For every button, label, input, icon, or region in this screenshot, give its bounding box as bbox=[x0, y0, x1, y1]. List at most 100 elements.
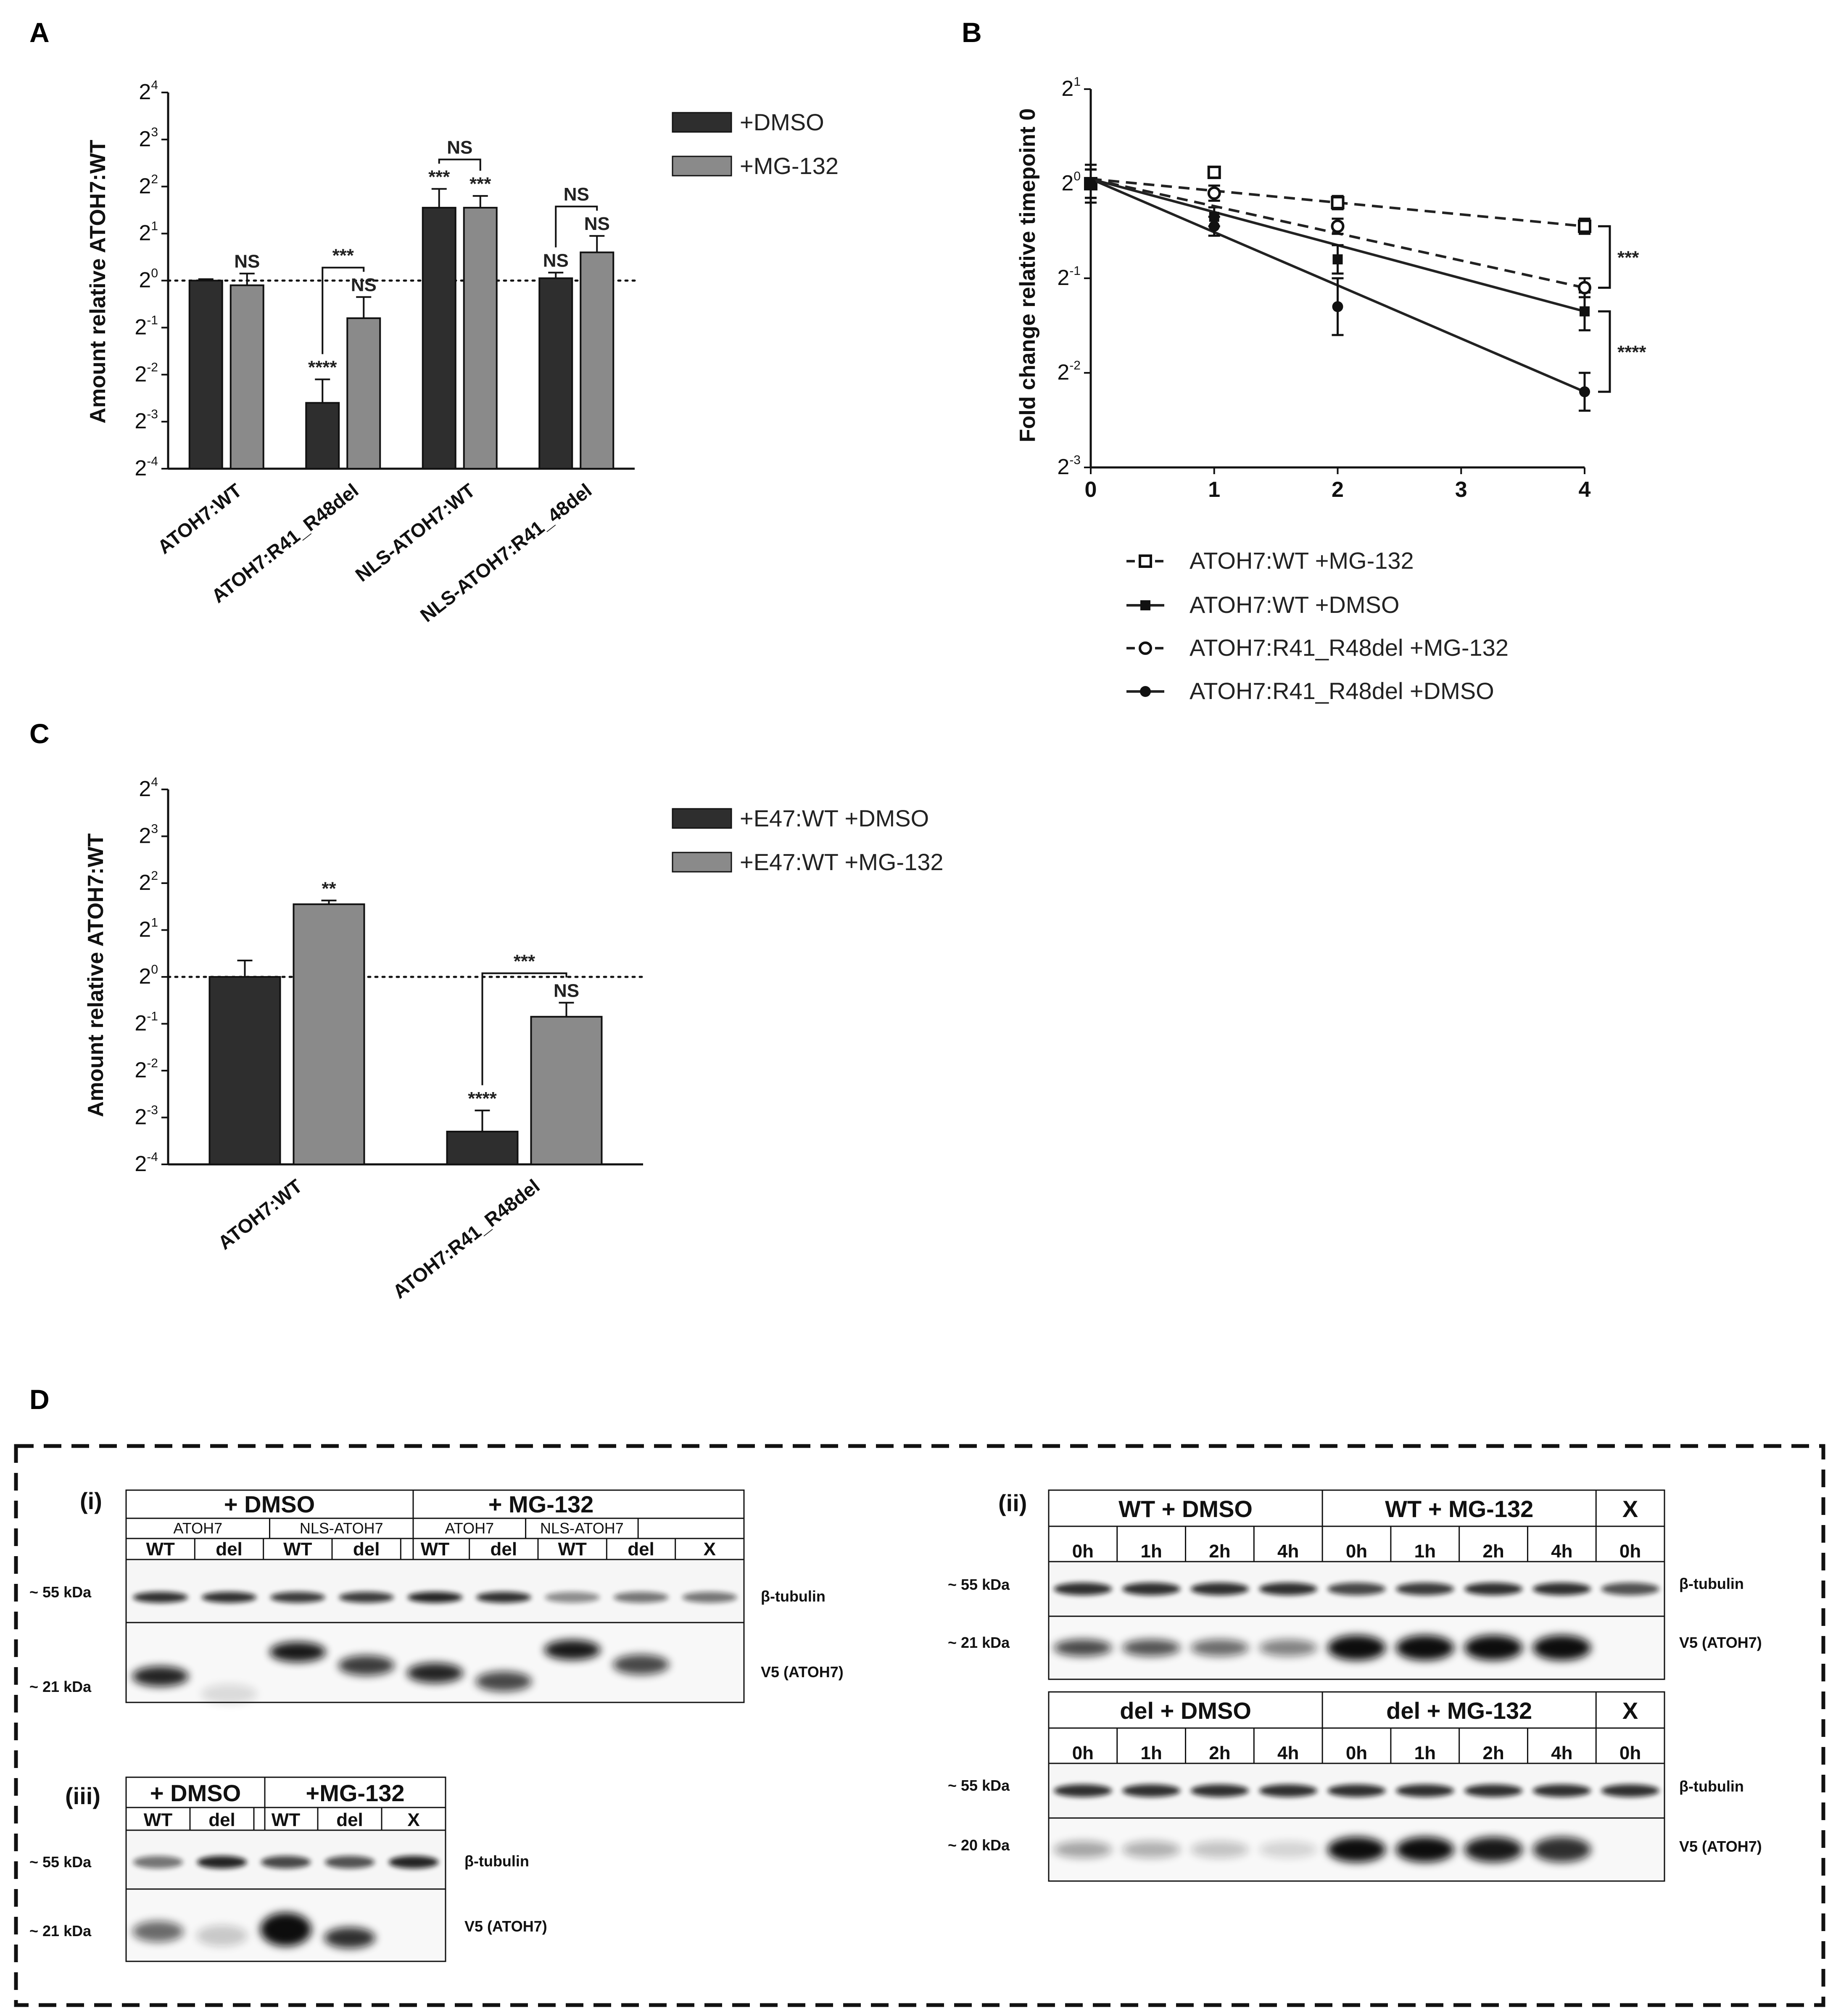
blot-ii-bottom-lane: 0h bbox=[1619, 1743, 1641, 1763]
blot-ii-top-group: WT + DMSO bbox=[1118, 1496, 1253, 1522]
blot-iii: (iii) + DMSO +MG-132 WT del WT del X ~ 55 kD… bbox=[29, 1776, 547, 1962]
blot-ii-bottom-group: X bbox=[1622, 1697, 1638, 1724]
significance-label: ** bbox=[322, 878, 336, 899]
marker-open-square bbox=[1207, 166, 1221, 179]
blot-ii-bottom-lane: 2h bbox=[1209, 1743, 1230, 1763]
blot-band bbox=[132, 1921, 184, 1942]
marker-open-square bbox=[1139, 554, 1152, 568]
blot-i-lane: WT bbox=[283, 1539, 312, 1559]
significance-bracket bbox=[322, 267, 365, 354]
blot-ii-top-lane: 0h bbox=[1619, 1541, 1641, 1562]
blot-i-lane: del bbox=[491, 1539, 517, 1559]
blot-band bbox=[1327, 1837, 1386, 1862]
blot-band bbox=[545, 1592, 600, 1603]
bar bbox=[530, 1016, 603, 1165]
blot-iii-ab-v5: V5 (ATOH7) bbox=[464, 1918, 547, 1935]
blot-ii-top-lane: 1h bbox=[1140, 1541, 1162, 1562]
bar bbox=[208, 976, 281, 1165]
blot-iii-lane: del bbox=[336, 1810, 363, 1830]
blot-i-subgroup: NLS-ATOH7 bbox=[540, 1520, 624, 1537]
blot-i-subgroup: ATOH7 bbox=[445, 1520, 494, 1537]
blot-band bbox=[682, 1592, 737, 1603]
blot-band bbox=[133, 1592, 188, 1603]
blot-band bbox=[196, 1925, 248, 1946]
blot-ii-top-lane: 4h bbox=[1551, 1541, 1572, 1562]
blot-ii-top-lane: 2h bbox=[1209, 1541, 1230, 1562]
y-tick-label: 2-4 bbox=[135, 1150, 158, 1176]
y-tick-label: 21 bbox=[139, 219, 158, 245]
blot-band bbox=[1464, 1635, 1523, 1660]
y-tick-label: 2-2 bbox=[1057, 359, 1081, 385]
significance-label: **** bbox=[468, 1088, 497, 1109]
legend-label-dmso: +DMSO bbox=[740, 109, 824, 135]
bar bbox=[463, 207, 498, 470]
blot-band bbox=[1054, 1784, 1112, 1797]
marker-open-square bbox=[1331, 196, 1345, 209]
blot-i-label: (i) bbox=[80, 1488, 102, 1514]
blot-iii-size-21: ~ 21 kDa bbox=[29, 1922, 92, 1939]
blot-i-lane: WT bbox=[146, 1539, 175, 1559]
y-tick-label: 2-2 bbox=[135, 360, 158, 386]
blot-band bbox=[544, 1640, 601, 1660]
blot-band bbox=[201, 1592, 257, 1603]
y-tick-label: 24 bbox=[139, 78, 158, 104]
blot-band bbox=[1532, 1837, 1591, 1862]
blot-band bbox=[1396, 1583, 1454, 1595]
y-tick-label: 20 bbox=[1061, 169, 1081, 195]
bar bbox=[446, 1130, 519, 1165]
x-tick-label: 4 bbox=[1579, 478, 1591, 502]
chart-c-ylabel: Amount relative ATOH7:WT bbox=[84, 833, 108, 1117]
blot-band bbox=[1532, 1784, 1591, 1797]
y-tick-label: 2-1 bbox=[1057, 264, 1081, 290]
blot-ii-top-lane: 0h bbox=[1346, 1541, 1367, 1562]
marker-filled-circle bbox=[1332, 301, 1343, 312]
blot-ii-bottom-lane: 0h bbox=[1346, 1743, 1367, 1763]
category-label: NLS-ATOH7:WT bbox=[351, 479, 479, 586]
blot-ii-bottom-lane: 1h bbox=[1140, 1743, 1162, 1763]
blot-band bbox=[132, 1666, 189, 1686]
blot-ii-bottom-ab-v5: V5 (ATOH7) bbox=[1679, 1838, 1762, 1855]
legend-label-mg132: +MG-132 bbox=[740, 153, 839, 179]
blot-band bbox=[1396, 1784, 1454, 1797]
blot-i-tubulin-strip bbox=[125, 1559, 745, 1623]
significance-bracket bbox=[481, 972, 567, 1085]
category-label: ATOH7:WT bbox=[153, 479, 246, 558]
blot-iii-lane: WT bbox=[144, 1810, 173, 1830]
panel-label-c: C bbox=[29, 718, 50, 749]
marker-open-square bbox=[1578, 219, 1591, 233]
significance-label: NS bbox=[554, 980, 579, 1001]
significance-bracket bbox=[1598, 225, 1611, 289]
x-tick-label: 0 bbox=[1085, 478, 1097, 502]
significance-label: *** bbox=[469, 174, 491, 194]
bar bbox=[188, 280, 223, 470]
legend-label-e47-dmso: +E47:WT +DMSO bbox=[740, 805, 929, 831]
y-tick-label: 23 bbox=[139, 125, 158, 151]
marker-open-circle bbox=[1207, 186, 1221, 200]
y-tick-label: 21 bbox=[1061, 75, 1081, 101]
legend-label: ATOH7:R41_R48del +MG-132 bbox=[1190, 634, 1509, 661]
significance-bracket bbox=[438, 158, 481, 171]
blot-band bbox=[1601, 1784, 1659, 1797]
blot-ii-label: (ii) bbox=[998, 1490, 1027, 1516]
y-tick-label: 2-3 bbox=[1057, 453, 1081, 479]
blot-band bbox=[324, 1856, 375, 1868]
blot-band bbox=[1190, 1583, 1249, 1595]
blot-band bbox=[388, 1856, 439, 1868]
blot-band bbox=[1122, 1583, 1181, 1595]
blot-iii-ab-tubulin: β-tubulin bbox=[464, 1852, 529, 1870]
blot-band bbox=[1601, 1583, 1659, 1595]
blot-ii-bottom-lane: 4h bbox=[1277, 1743, 1299, 1763]
marker-filled-square bbox=[1140, 600, 1150, 610]
significance-label: NS bbox=[564, 184, 589, 205]
blot-band bbox=[338, 1655, 395, 1676]
bar bbox=[580, 251, 615, 470]
blot-ii-top-lane: 4h bbox=[1277, 1541, 1299, 1562]
blot-band bbox=[270, 1592, 325, 1603]
blot-ii-bottom-lane: 1h bbox=[1414, 1743, 1436, 1763]
y-tick-label: 2-3 bbox=[135, 407, 158, 433]
panel-label-d: D bbox=[29, 1384, 50, 1415]
category-label: ATOH7:WT bbox=[214, 1175, 306, 1254]
blot-ii: (ii) WT + DMSO WT + MG-132 X 0h 1h 2h 4h 0h 1h 2h… bbox=[948, 1489, 1762, 1882]
y-tick-label: 22 bbox=[139, 172, 158, 198]
y-tick-label: 24 bbox=[139, 775, 158, 801]
